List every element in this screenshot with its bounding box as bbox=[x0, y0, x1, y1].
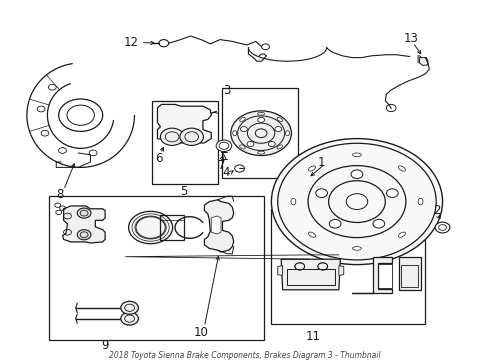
Circle shape bbox=[230, 111, 291, 156]
Circle shape bbox=[386, 189, 397, 198]
Bar bbox=[160, 215, 183, 240]
Polygon shape bbox=[351, 257, 391, 293]
Ellipse shape bbox=[285, 131, 289, 136]
Ellipse shape bbox=[232, 131, 236, 136]
Ellipse shape bbox=[308, 166, 315, 171]
Circle shape bbox=[216, 140, 231, 152]
Polygon shape bbox=[398, 257, 420, 290]
Ellipse shape bbox=[398, 166, 405, 171]
Bar bbox=[49, 196, 264, 340]
Bar bbox=[222, 88, 298, 178]
Circle shape bbox=[77, 230, 91, 240]
Circle shape bbox=[328, 219, 340, 228]
Ellipse shape bbox=[276, 117, 282, 122]
Polygon shape bbox=[204, 200, 233, 252]
Text: 10: 10 bbox=[194, 327, 208, 339]
Text: 8: 8 bbox=[56, 188, 63, 201]
Bar bbox=[286, 269, 335, 285]
Circle shape bbox=[246, 141, 253, 147]
Ellipse shape bbox=[308, 232, 315, 237]
Ellipse shape bbox=[257, 151, 264, 154]
Text: 1: 1 bbox=[317, 156, 325, 169]
Circle shape bbox=[121, 312, 138, 325]
Circle shape bbox=[121, 301, 138, 314]
Polygon shape bbox=[277, 266, 282, 275]
Text: 9: 9 bbox=[101, 339, 109, 352]
Text: 11: 11 bbox=[305, 330, 320, 343]
Text: 4: 4 bbox=[222, 166, 230, 179]
Ellipse shape bbox=[290, 198, 295, 205]
Bar bbox=[271, 209, 425, 324]
Bar bbox=[377, 264, 391, 288]
Circle shape bbox=[159, 40, 168, 47]
Ellipse shape bbox=[239, 145, 245, 149]
Ellipse shape bbox=[398, 232, 405, 237]
Circle shape bbox=[271, 139, 442, 265]
Text: 6: 6 bbox=[154, 152, 162, 165]
Circle shape bbox=[268, 141, 275, 147]
Text: 7: 7 bbox=[217, 159, 225, 172]
Circle shape bbox=[160, 128, 183, 145]
Ellipse shape bbox=[352, 153, 361, 157]
Polygon shape bbox=[338, 266, 343, 275]
Circle shape bbox=[180, 128, 203, 145]
Circle shape bbox=[350, 170, 362, 179]
Bar bbox=[151, 101, 217, 184]
Ellipse shape bbox=[417, 198, 422, 205]
Ellipse shape bbox=[257, 112, 264, 115]
Circle shape bbox=[234, 165, 244, 172]
Ellipse shape bbox=[352, 247, 361, 250]
Ellipse shape bbox=[239, 117, 245, 122]
Text: 5: 5 bbox=[179, 185, 187, 198]
Text: 12: 12 bbox=[123, 36, 138, 49]
Circle shape bbox=[128, 211, 172, 244]
Circle shape bbox=[434, 222, 449, 233]
Ellipse shape bbox=[276, 145, 282, 149]
Circle shape bbox=[372, 219, 384, 228]
Text: 2018 Toyota Sienna Brake Components, Brakes Diagram 3 - Thumbnail: 2018 Toyota Sienna Brake Components, Bra… bbox=[108, 351, 380, 360]
Text: 2: 2 bbox=[432, 204, 440, 217]
Circle shape bbox=[315, 189, 327, 198]
Circle shape bbox=[240, 127, 247, 132]
Circle shape bbox=[77, 208, 91, 218]
Text: 3: 3 bbox=[222, 84, 230, 97]
Polygon shape bbox=[211, 216, 221, 234]
Circle shape bbox=[274, 127, 281, 132]
Polygon shape bbox=[281, 259, 340, 290]
Circle shape bbox=[257, 117, 264, 122]
Polygon shape bbox=[419, 58, 427, 66]
Text: 13: 13 bbox=[403, 32, 417, 45]
Bar bbox=[400, 265, 417, 287]
Polygon shape bbox=[62, 206, 105, 243]
Polygon shape bbox=[157, 104, 211, 143]
